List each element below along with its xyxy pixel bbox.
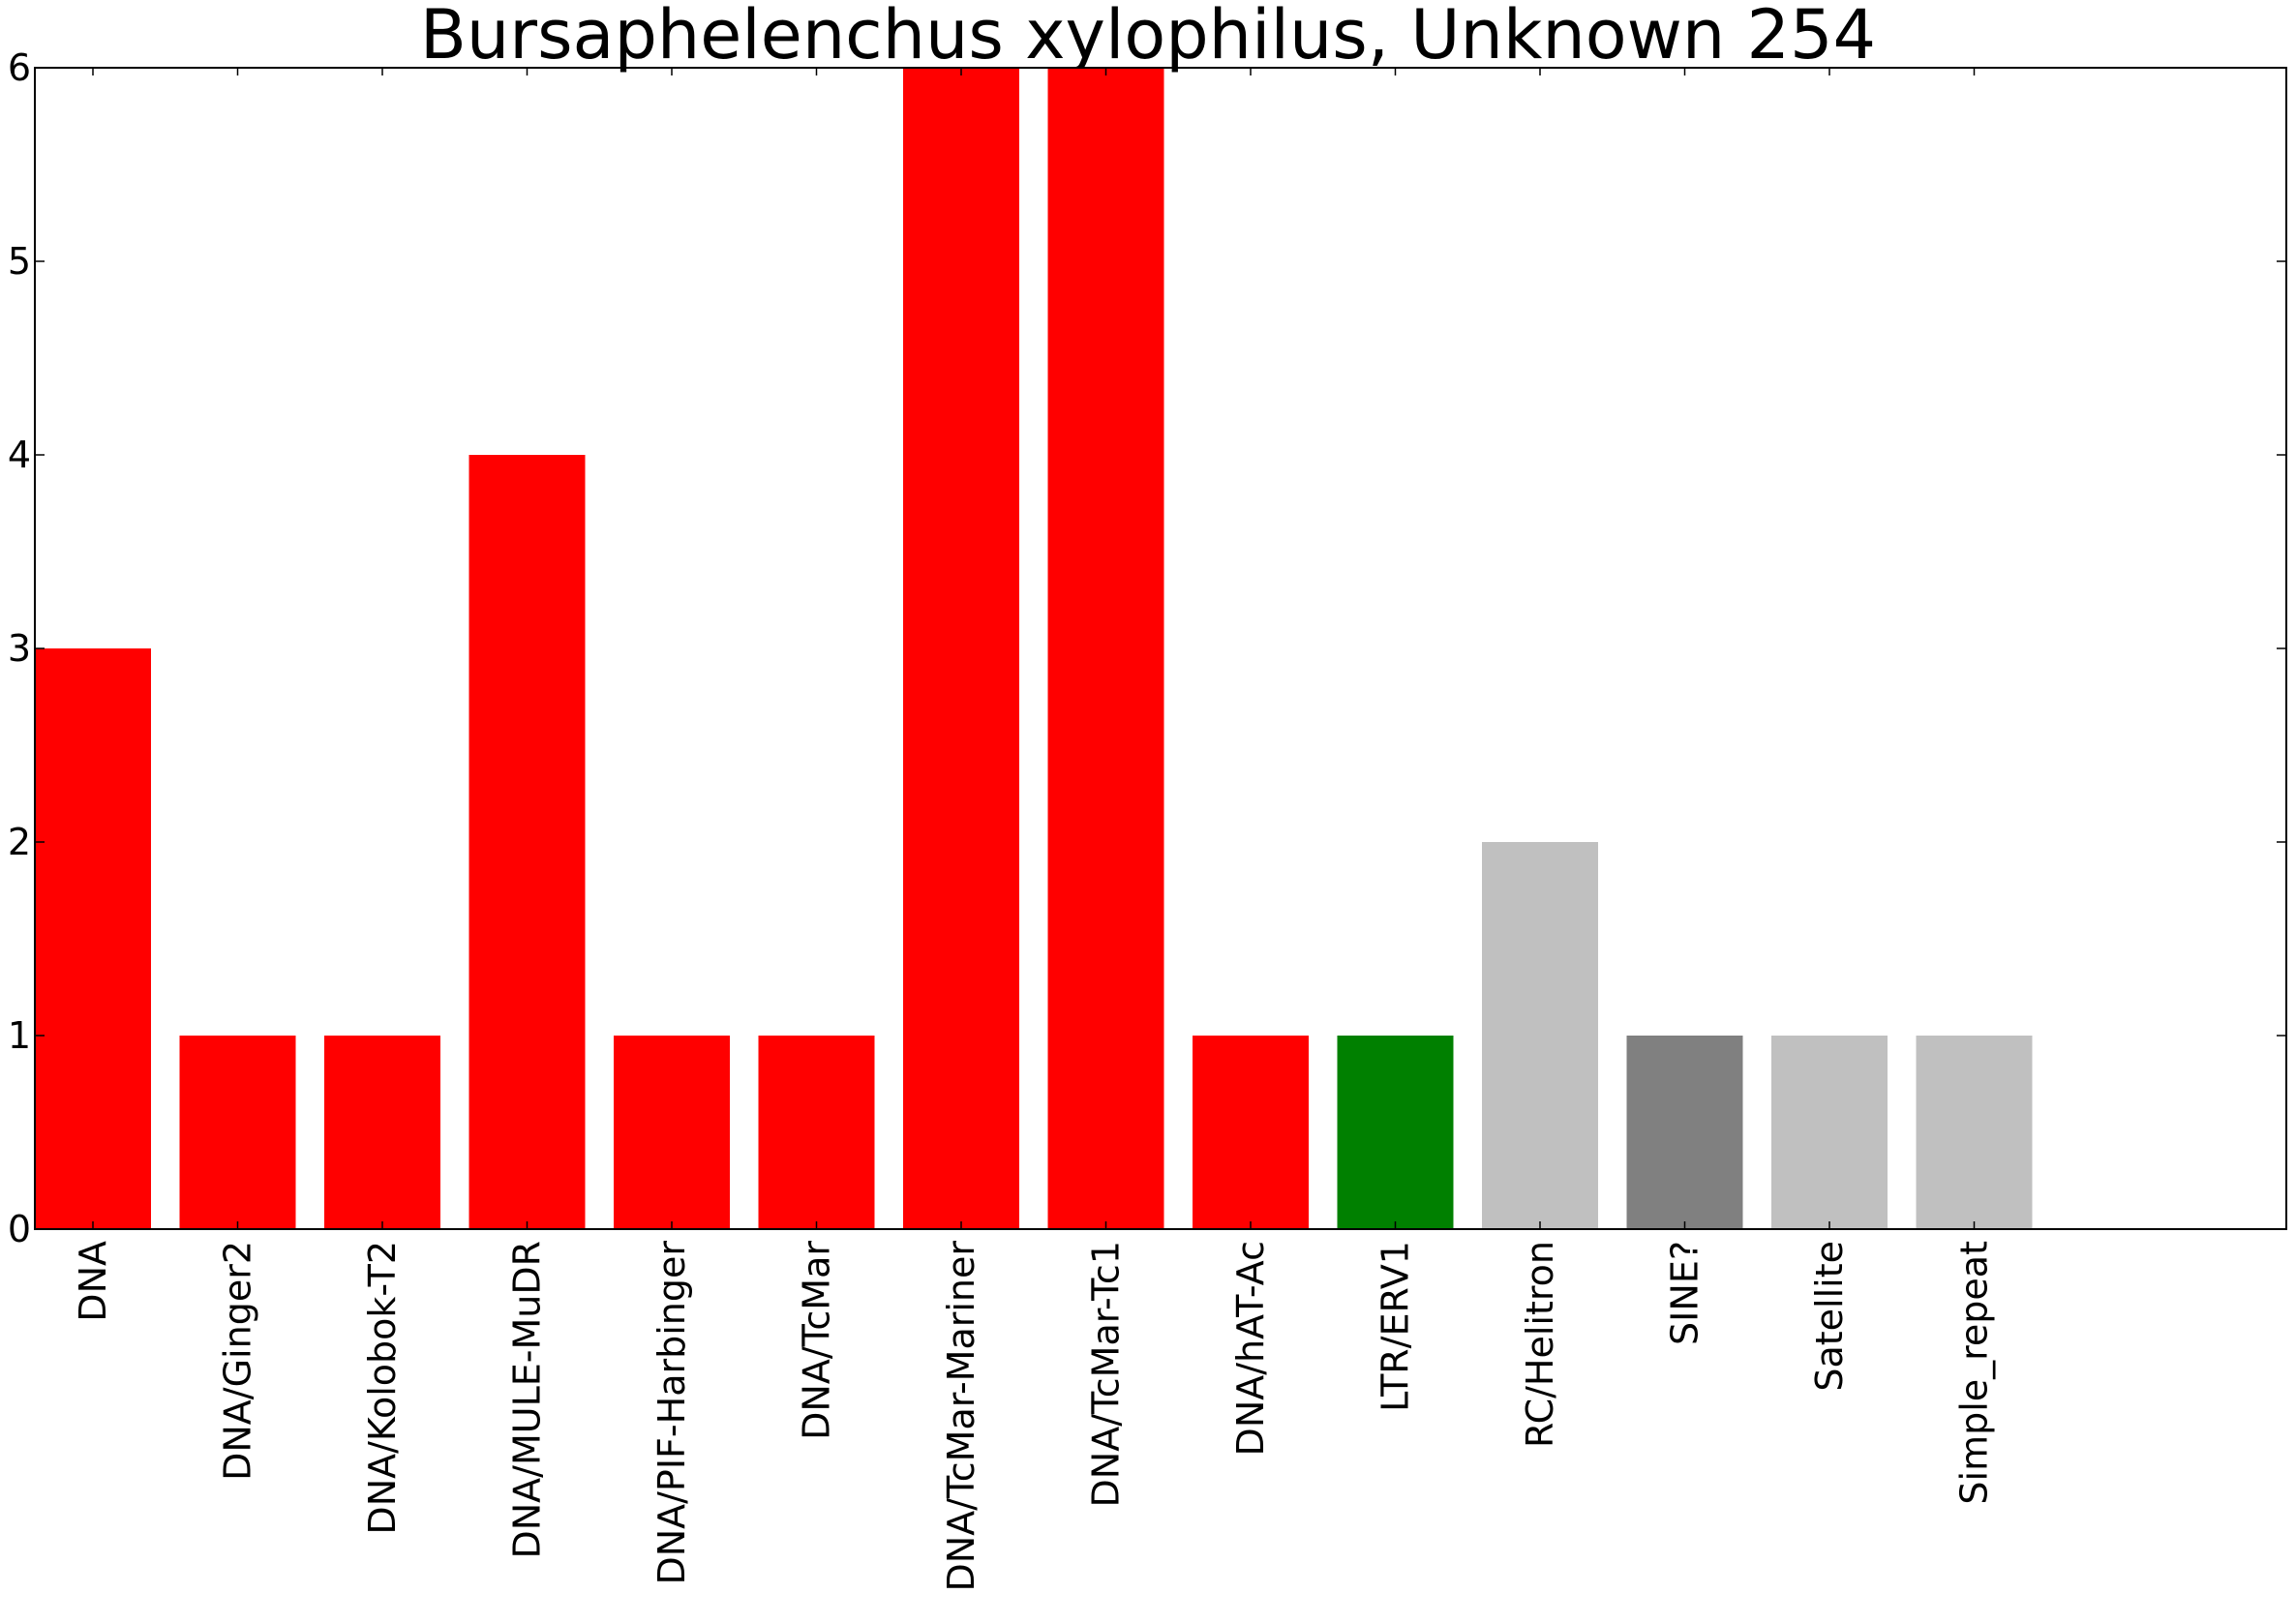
bar-sine [1626,1036,1743,1229]
x-tick-label: DNA/TcMar-Tc1 [1085,1241,1128,1507]
bar-satellite [1771,1036,1888,1229]
y-tick-label: 3 [8,627,31,670]
x-tick-label: DNA/PIF-Harbinger [650,1241,693,1585]
bar-dna-tcmar-tc1 [1047,68,1164,1229]
y-tick-label: 4 [8,434,31,476]
bar-dna-tcmar-mariner [903,68,1019,1229]
x-tick-label: DNA/Ginger2 [217,1241,259,1481]
x-tick-label: DNA/TcMar [796,1241,838,1440]
bar-dna-ginger2 [179,1036,296,1229]
x-tick-label: Simple_repeat [1953,1241,1996,1505]
x-tick-label: RC/Helitron [1519,1241,1561,1448]
x-tick-label: DNA [72,1241,114,1322]
x-tick-label: DNA/Kolobok-T2 [361,1241,404,1535]
bars-group [35,68,2033,1229]
bar-simple-repeat [1916,1036,2033,1229]
y-axis-ticks: 0 1 2 3 4 5 6 [8,46,2286,1250]
bar-dna-tcmar [758,1036,875,1229]
x-tick-label: DNA/MULE-MuDR [506,1241,549,1559]
x-tick-label: DNA/TcMar-Mariner [940,1241,982,1592]
x-tick-label: DNA/hAT-Ac [1229,1241,1272,1456]
y-tick-label: 2 [8,821,31,863]
y-tick-label: 6 [8,46,31,89]
plot-frame [34,67,2287,1230]
bar-dna [35,648,151,1229]
bar-dna-mule-mudr [468,455,586,1229]
bar-dna-hat-ac [1193,1036,1309,1229]
y-tick-label: 1 [8,1014,31,1057]
bar-ltr-erv1 [1337,1036,1454,1229]
bar-dna-pif-harbinger [614,1036,730,1229]
y-tick-label: 5 [8,240,31,283]
bar-dna-kolobok-t2 [324,1036,440,1229]
x-tick-label: SINE? [1664,1241,1707,1345]
bar-rc-helitron [1482,842,1598,1229]
x-tick-label: LTR/ERV1 [1375,1241,1417,1412]
x-tick-label: Satellite [1808,1241,1851,1392]
y-tick-label: 0 [8,1208,31,1250]
chart-title: Bursaphelenchus xylophilus, Unknown 254 [420,0,1876,75]
x-axis-ticks: DNA DNA/Ginger2 DNA/Kolobok-T2 DNA/MULE-MuD… [72,68,1996,1591]
